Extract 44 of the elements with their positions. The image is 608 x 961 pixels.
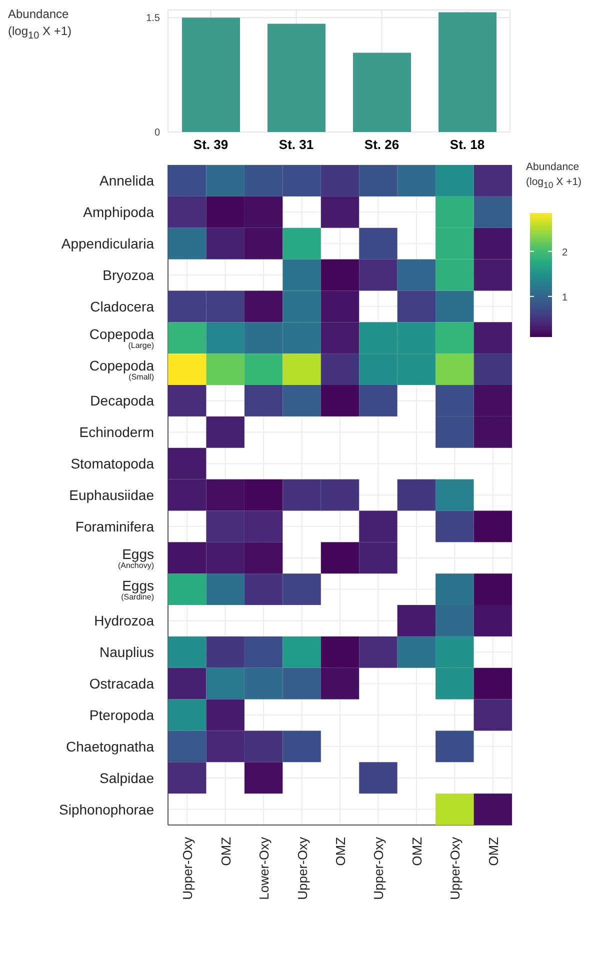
y-tick-label: 1.5 [146, 13, 160, 24]
x-tick-label: Upper-Oxy [448, 836, 463, 900]
y-tick-label: Hydrozoa [94, 612, 154, 629]
x-tick-label: St. 39 [193, 137, 228, 152]
y-tick-label: Amphipoda [83, 204, 154, 220]
x-tick-label: St. 31 [278, 137, 314, 152]
color-bar-title: Abundance (log$_{10}$ X +1) [526, 160, 583, 192]
y-tick-label: Nauplius [100, 644, 154, 660]
x-tick-label: St. 26 [364, 137, 400, 152]
y-tick-label: Copepoda (Small) [89, 357, 154, 382]
y-tick-label: Ostracada [89, 676, 154, 692]
y-tick-label: Eggs (Sardine) [121, 577, 154, 602]
y-tick-label: Echinoderm [79, 424, 154, 440]
y-tick-label: Cladocera [90, 298, 154, 314]
y-axis-title: Abundance (log$_{10}$ X +1) [8, 6, 72, 44]
y-tick-label: Annelida [100, 172, 154, 189]
y-tick-label: Siphonophorae [59, 801, 154, 818]
y-tick-label: Appendicularia [61, 236, 154, 252]
x-tick-label: OMZ [218, 836, 234, 866]
y-tick-label: 0 [154, 128, 160, 139]
x-tick-label: St. 18 [450, 137, 485, 152]
x-tick-label: OMZ [409, 836, 424, 866]
x-tick-label: OMZ [333, 836, 348, 866]
y-tick-label: Eggs (Anchovy) [118, 546, 154, 570]
color-bar-label: 2 [562, 247, 568, 258]
y-tick-label: Euphausiidae [69, 487, 154, 503]
color-bar-label: 1 [562, 292, 568, 304]
y-tick-label: Bryozoa [102, 267, 154, 283]
bar [438, 12, 496, 132]
x-tick-label: Upper-Oxy [294, 836, 310, 900]
x-tick-label: Upper-Oxy [180, 836, 196, 900]
y-tick-label: Foraminifera [75, 518, 154, 534]
x-tick-label: Lower-Oxy [256, 836, 272, 900]
y-tick-label: Copepoda (Large) [89, 326, 154, 350]
x-tick-label: Upper-Oxy [371, 836, 386, 900]
y-tick-label: Stomatopoda [70, 456, 154, 472]
x-tick-label: OMZ [486, 836, 501, 866]
y-tick-label: Salpidae [100, 770, 154, 786]
bar [268, 24, 326, 132]
bar [353, 52, 411, 132]
y-tick-label: Chaetognatha [66, 738, 154, 754]
y-tick-label: Pteropoda [89, 707, 154, 723]
bar [182, 18, 240, 132]
y-tick-label: Decapoda [90, 392, 154, 409]
